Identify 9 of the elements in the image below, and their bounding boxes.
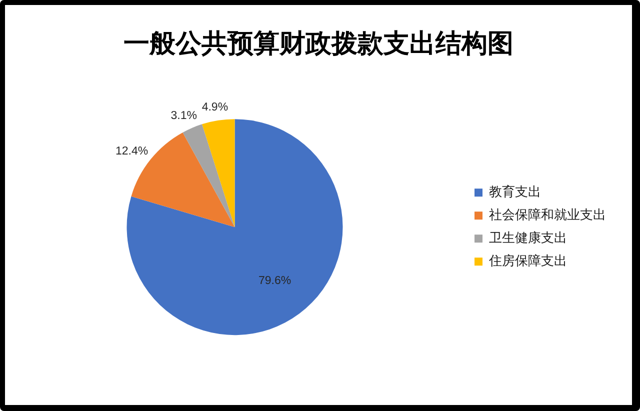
data-label: 3.1% [170, 110, 197, 122]
legend-label: 社会保障和就业支出 [489, 207, 606, 222]
data-label: 79.6% [258, 274, 292, 287]
chart-title: 一般公共预算财政拨款支出结构图 [124, 28, 514, 58]
data-label: 12.4% [115, 145, 148, 158]
legend-label: 住房保障支出 [488, 253, 567, 268]
legend-label: 教育支出 [489, 184, 541, 200]
data-label: 4.9% [202, 102, 228, 114]
legend-label: 卫生健康支出 [489, 230, 567, 246]
